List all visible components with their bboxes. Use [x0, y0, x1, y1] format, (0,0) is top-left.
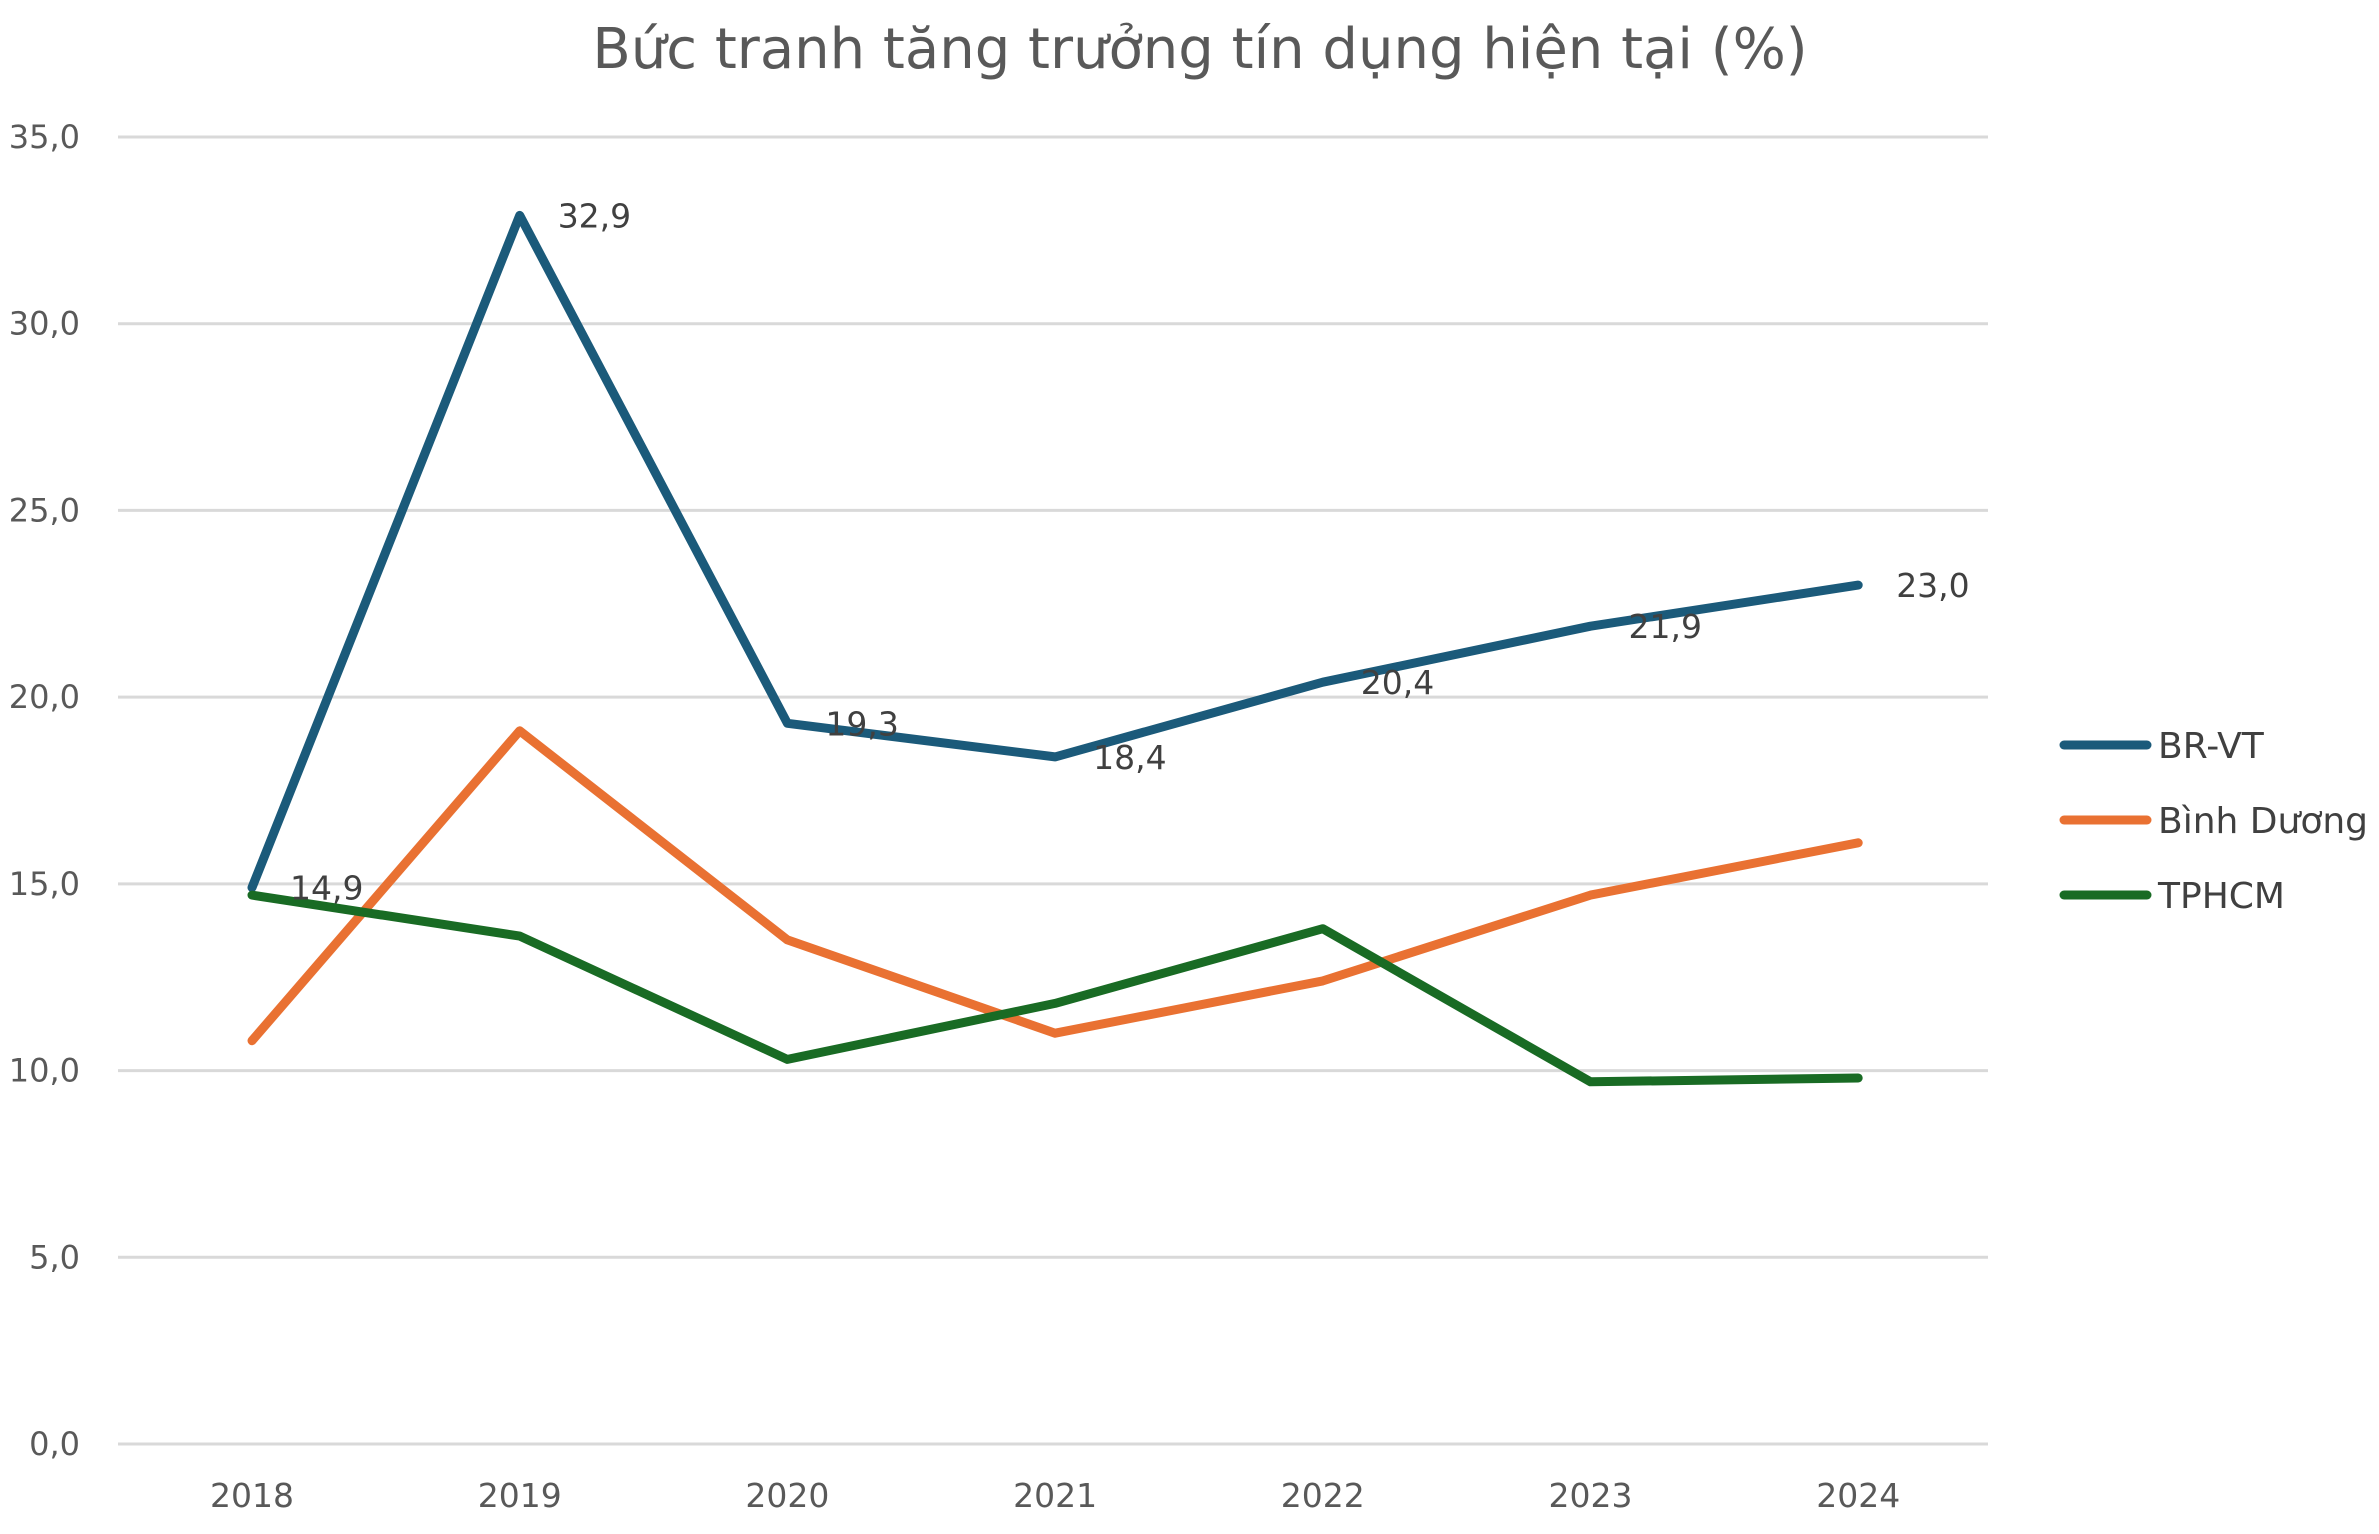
y-tick-label: 35,0: [9, 118, 80, 156]
series-line-tphcm: [247, 890, 1863, 1087]
x-axis-ticks: 2018 2019 2020 2021 2022 2023 2024: [210, 1476, 1900, 1515]
y-tick-label: 15,0: [9, 865, 80, 903]
y-tick-label: 0,0: [29, 1425, 80, 1463]
series-line-b-nh-d-ng: [247, 726, 1863, 1046]
gridlines: [118, 135, 1988, 1446]
data-label: 20,4: [1361, 663, 1434, 702]
series-line-br-vt: [247, 210, 1863, 893]
y-axis-ticks: 0,0 5,0 10,0 15,0 20,0 25,0 30,0 35,0: [9, 118, 80, 1463]
x-tick-label: 2024: [1816, 1476, 1900, 1515]
chart-title: Bức tranh tăng trưởng tín dụng hiện tại …: [592, 17, 1807, 82]
series-lines: [247, 210, 1863, 1087]
data-label: 21,9: [1629, 607, 1702, 646]
legend-label: BR-VT: [2158, 726, 2265, 767]
x-tick-label: 2022: [1281, 1476, 1365, 1515]
data-label: 32,9: [558, 196, 631, 235]
data-label: 19,3: [825, 704, 898, 743]
y-tick-label: 25,0: [9, 491, 80, 529]
x-tick-label: 2021: [1013, 1476, 1097, 1515]
y-tick-label: 5,0: [29, 1238, 80, 1276]
y-tick-label: 30,0: [9, 305, 80, 343]
x-tick-label: 2018: [210, 1476, 294, 1515]
data-label: 18,4: [1093, 738, 1166, 777]
x-tick-label: 2020: [745, 1476, 829, 1515]
legend: BR-VT Bình Dương TPHCM: [2059, 726, 2368, 917]
legend-label: Bình Dương: [2158, 801, 2368, 842]
legend-label: TPHCM: [2157, 876, 2285, 917]
y-tick-label: 20,0: [9, 678, 80, 716]
y-tick-label: 10,0: [9, 1052, 80, 1090]
x-tick-label: 2023: [1549, 1476, 1633, 1515]
data-labels: 14,9 32,9 19,3 18,4 20,4 21,9 23,0: [290, 196, 1970, 907]
data-label: 23,0: [1896, 566, 1969, 605]
data-label: 14,9: [290, 869, 363, 908]
x-tick-label: 2019: [478, 1476, 562, 1515]
